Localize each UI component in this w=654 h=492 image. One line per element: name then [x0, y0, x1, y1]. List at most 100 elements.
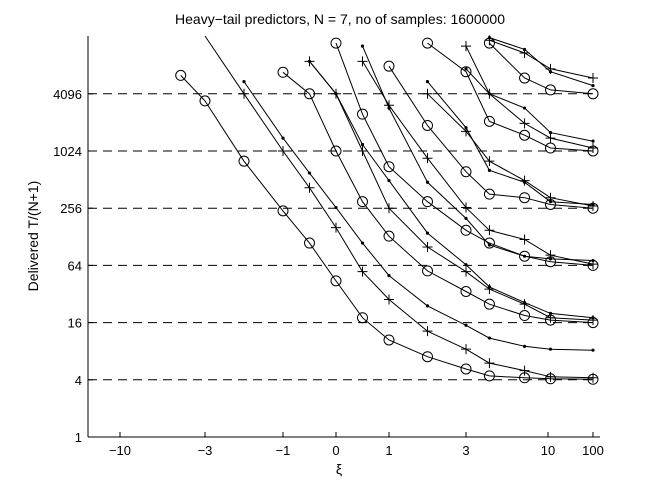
- data-point-plus: [384, 294, 394, 305]
- data-point-circle: [357, 196, 368, 208]
- data-point-dot: [464, 67, 468, 71]
- series-12: [422, 88, 598, 212]
- data-point-dot: [591, 348, 595, 352]
- series-9: [357, 56, 598, 270]
- data-point-plus: [357, 146, 368, 156]
- data-point-plus: [588, 201, 598, 212]
- series-1: [175, 69, 599, 385]
- data-point-circle: [422, 351, 433, 363]
- data-point-plus: [519, 118, 530, 129]
- data-point-plus: [545, 63, 556, 74]
- data-point-dot: [360, 142, 365, 147]
- x-tick-label: 100: [582, 443, 604, 458]
- y-tick-label: 64: [68, 258, 82, 273]
- data-point-dot: [522, 254, 527, 258]
- data-point-circle: [483, 370, 495, 382]
- data-point-plus: [331, 88, 341, 99]
- data-point-plus: [304, 182, 315, 193]
- data-point-plus: [519, 365, 530, 376]
- data-point-circle: [422, 196, 433, 208]
- y-ticks: 1 4 16 64 256 1024 4096: [53, 87, 93, 445]
- data-point-circle: [483, 188, 495, 200]
- data-point-dot: [281, 136, 285, 140]
- x-tick-label: 3: [462, 443, 469, 458]
- series-line: [465, 45, 594, 149]
- data-point-dot: [360, 241, 365, 245]
- y-tick-label: 4: [75, 373, 82, 388]
- data-point-circle: [460, 166, 472, 178]
- data-point-circle: [175, 69, 187, 81]
- data-point-circle: [422, 119, 433, 131]
- series-line: [335, 42, 594, 266]
- series-line: [427, 93, 594, 207]
- data-point-dot: [522, 344, 527, 348]
- data-point-circle: [483, 237, 495, 249]
- data-point-plus: [545, 371, 556, 382]
- data-point-plus: [519, 48, 530, 59]
- data-point-plus: [545, 133, 556, 144]
- data-point-plus: [357, 56, 368, 67]
- series-line: [282, 71, 594, 324]
- data-point-plus: [422, 241, 433, 252]
- data-point-circle: [304, 88, 315, 100]
- data-point-circle: [483, 115, 495, 127]
- series-15: [461, 41, 598, 154]
- y-tick-label: 256: [60, 201, 82, 216]
- data-point-circle: [330, 275, 342, 287]
- reference-lines: [88, 93, 595, 381]
- data-point-dot: [591, 139, 595, 143]
- data-point-plus: [422, 88, 433, 99]
- data-point-dot: [522, 106, 527, 110]
- data-point-plus: [519, 175, 530, 186]
- data-point-plus: [545, 192, 556, 203]
- series-line: [362, 45, 594, 261]
- data-point-plus: [239, 88, 249, 99]
- series-line: [489, 39, 594, 79]
- series-17: [487, 35, 595, 88]
- data-point-circle: [277, 205, 289, 217]
- data-point-circle: [422, 37, 433, 49]
- data-point-plus: [588, 73, 598, 84]
- data-point-circle: [383, 230, 395, 242]
- x-tick-label: 0: [332, 443, 339, 458]
- data-point-plus: [519, 299, 530, 310]
- series-5: [307, 59, 595, 320]
- data-point-dot: [464, 323, 468, 327]
- data-point-plus: [588, 372, 598, 383]
- x-tick-label: −1: [276, 443, 291, 458]
- data-point-plus: [484, 225, 495, 236]
- series-line: [309, 60, 594, 319]
- series-10: [383, 60, 599, 214]
- data-point-dot: [425, 304, 430, 308]
- series-18: [484, 35, 598, 84]
- series-line: [489, 37, 594, 87]
- series-13: [422, 37, 599, 157]
- data-point-circle: [238, 155, 250, 167]
- data-point-dot: [307, 171, 312, 175]
- data-point-circle: [519, 129, 531, 141]
- series-line: [427, 81, 594, 205]
- data-point-circle: [357, 108, 368, 120]
- data-point-dot: [548, 130, 553, 135]
- data-point-circle: [519, 72, 531, 84]
- x-ticks: −10 −3 −1 0 1 3 10 100: [109, 432, 604, 458]
- data-point-plus: [331, 222, 341, 233]
- data-point-plus: [484, 35, 495, 46]
- data-point-circle: [519, 192, 531, 204]
- data-point-circle: [199, 95, 211, 107]
- series-line: [204, 35, 594, 379]
- data-point-circle: [277, 66, 289, 78]
- series-line: [489, 42, 594, 95]
- series-7: [330, 37, 599, 271]
- data-point-plus: [545, 312, 556, 323]
- data-point-plus: [461, 126, 471, 137]
- data-point-plus: [545, 250, 556, 261]
- y-tick-label: 4096: [53, 87, 82, 102]
- data-point-circle: [304, 237, 315, 249]
- data-point-plus: [461, 41, 471, 52]
- data-point-circle: [460, 66, 472, 78]
- data-point-dot: [242, 80, 246, 84]
- data-point-plus: [484, 358, 495, 369]
- data-point-dot: [387, 273, 391, 278]
